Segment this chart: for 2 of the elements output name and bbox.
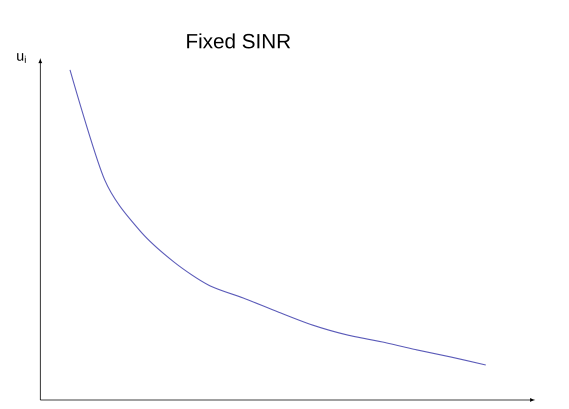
y-axis-title: u$_{i}$ xyxy=(17,53,26,63)
chart-title: Fixed SINR xyxy=(187,33,290,48)
